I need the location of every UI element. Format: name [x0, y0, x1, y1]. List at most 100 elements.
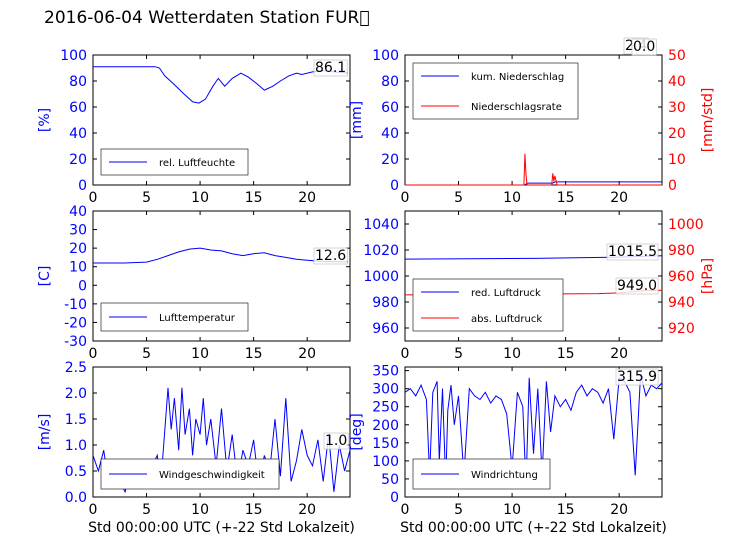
value-annotation: 949.0 — [617, 278, 657, 294]
x-tick-label: 5 — [454, 346, 463, 362]
series-line-lufttemperatur — [93, 247, 348, 264]
y2-tick-label: 960 — [668, 269, 695, 285]
y-tick-label: 40 — [381, 126, 399, 142]
y2-tick-label: 0 — [668, 178, 677, 194]
y-axis-label: [%] — [37, 108, 53, 132]
y-tick-label: 1.5 — [65, 412, 87, 428]
value-annotation: 1.0 — [325, 433, 347, 449]
y-tick-label: 30 — [69, 223, 87, 239]
y-tick-label: 80 — [69, 74, 87, 90]
chart-p3: 0 5 10 15 20 -30 -20 -10 0 10 20 30 40 [C] 12.6 Lufttem… — [37, 204, 351, 362]
y-tick-label: 0.0 — [65, 490, 87, 506]
y-tick-label: 2.0 — [65, 386, 87, 402]
y-tick-label: 50 — [381, 472, 399, 488]
y2-tick-label: 940 — [668, 295, 695, 311]
value-annotation: 12.6 — [315, 248, 346, 264]
plot-frame — [92, 54, 351, 186]
x-tick-label: 0 — [401, 346, 410, 362]
annotation-box — [313, 247, 348, 265]
y-tick-label: -20 — [64, 315, 87, 331]
y-tick-label: 980 — [372, 295, 399, 311]
series-line-niederschlagsrate — [405, 153, 662, 186]
x-tick-label: 5 — [454, 502, 463, 518]
legend-label: red. Luftdruck — [471, 288, 541, 299]
x-tick-label: 10 — [503, 190, 521, 206]
annotation-box — [313, 59, 348, 77]
chart-p1: 0 5 10 15 20 0 20 40 60 80 100 [%] 86.1 rel. Luftfeuc… — [37, 48, 351, 206]
x-tick-label: 0 — [89, 502, 98, 518]
legend: red. Luftdruck abs. Luftdruck — [412, 278, 564, 332]
legend-label: Niederschlagsrate — [471, 102, 562, 113]
y-tick-label: 200 — [372, 418, 399, 434]
value-annotation: 315.9 — [617, 369, 657, 385]
plot-frame — [404, 366, 663, 498]
y-tick-label: 0 — [78, 178, 87, 194]
legend-label: abs. Luftdruck — [471, 314, 542, 325]
legend: Windgeschwindigkeit — [100, 458, 280, 490]
y-tick-label: 60 — [381, 100, 399, 116]
annotation-box — [615, 277, 659, 295]
x-tick-label: 5 — [142, 502, 151, 518]
legend-label: kum. Niederschlag — [471, 72, 564, 83]
y-tick-label: 40 — [69, 126, 87, 142]
x-tick-label: 0 — [401, 502, 410, 518]
x-axis-label: Std 00:00:00 UTC (+-22 Std Lokalzeit) — [400, 520, 667, 536]
x-tick-label: 10 — [191, 502, 209, 518]
annotation-box — [606, 243, 659, 261]
x-tick-label: 15 — [557, 190, 575, 206]
legend: kum. Niederschlag Niederschlagsrate — [412, 62, 579, 120]
x-tick-label: 20 — [610, 502, 628, 518]
y2-tick-label: 40 — [668, 74, 686, 90]
x-tick-label: 10 — [503, 502, 521, 518]
x-axis-label: Std 00:00:00 UTC (+-22 Std Lokalzeit) — [88, 520, 355, 536]
y-axis-label: [mm] — [349, 101, 365, 139]
x-tick-label: 20 — [298, 190, 316, 206]
y-tick-label: 1.0 — [65, 438, 87, 454]
legend-label: Windrichtung — [471, 470, 538, 481]
x-tick-label: 5 — [454, 190, 463, 206]
chart-p5: 0 5 10 15 20 0.0 0.5 1.0 1.5 2.0 2.5 [m/s] Std 00:00… — [37, 360, 355, 536]
y-tick-label: 100 — [372, 48, 399, 64]
y2-tick-label: 20 — [668, 126, 686, 142]
y-tick-label: 1040 — [363, 217, 399, 233]
legend-box — [412, 278, 564, 332]
x-tick-label: 10 — [503, 346, 521, 362]
x-tick-label: 10 — [191, 346, 209, 362]
y-tick-label: 150 — [372, 436, 399, 452]
x-tick-label: 0 — [89, 346, 98, 362]
y-tick-label: 20 — [381, 152, 399, 168]
x-tick-label: 15 — [245, 190, 263, 206]
y-tick-label: 100 — [372, 454, 399, 470]
y-tick-label: 0.5 — [65, 464, 87, 480]
y-tick-label: 0 — [390, 178, 399, 194]
chart-p4: 0 5 10 15 20 960 980 1000 1020 1040 920 940 960 980 10… — [363, 210, 716, 362]
x-tick-label: 5 — [142, 346, 151, 362]
y-tick-label: 250 — [372, 400, 399, 416]
annotation-box — [615, 368, 659, 386]
y2-tick-label: 50 — [668, 48, 686, 64]
x-tick-label: 15 — [557, 502, 575, 518]
figure-title: 2016-06-04 Wetterdaten Station FUR  — [44, 8, 370, 28]
legend-box — [412, 62, 579, 120]
y-axis-label: [deg] — [349, 413, 365, 450]
x-tick-label: 20 — [610, 346, 628, 362]
y-tick-label: 2.5 — [65, 360, 87, 376]
x-tick-label: 15 — [245, 346, 263, 362]
y-tick-label: 20 — [69, 241, 87, 257]
chart-p2: 0 5 10 15 20 0 20 40 60 80 100 0 10 20 30 40 50 [mm] [mm/s… — [349, 37, 716, 206]
y2-axis-label: [hPa] — [700, 258, 716, 294]
y-tick-label: 1000 — [363, 269, 399, 285]
value-annotation: 0.0 — [633, 39, 655, 55]
y-tick-label: 0 — [78, 278, 87, 294]
y-tick-label: -10 — [64, 297, 87, 313]
legend-label: Windgeschwindigkeit — [159, 470, 265, 481]
y-tick-label: 350 — [372, 364, 399, 380]
value-annotation: 1015.5 — [608, 244, 657, 260]
y2-tick-label: 1000 — [668, 217, 704, 233]
y-tick-label: -30 — [64, 334, 87, 350]
y-tick-label: 300 — [372, 382, 399, 398]
y-tick-label: 10 — [69, 260, 87, 276]
y-tick-label: 80 — [381, 74, 399, 90]
legend: Windrichtung — [412, 458, 551, 490]
